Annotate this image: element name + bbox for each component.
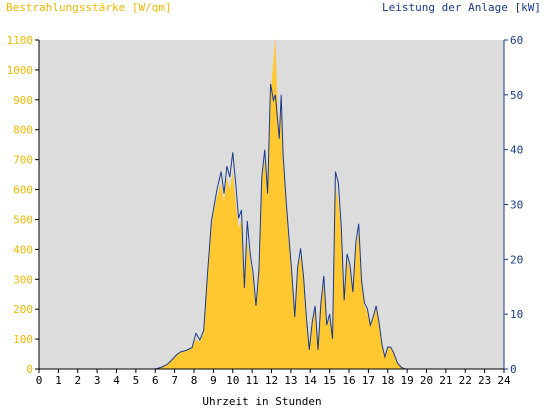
axis-layer: 0100200300400500600700800900100011000102… bbox=[7, 34, 524, 387]
left-tick-label: 100 bbox=[13, 333, 33, 346]
x-tick-label: 14 bbox=[304, 374, 318, 387]
left-tick-label: 800 bbox=[13, 124, 33, 137]
right-tick-label: 50 bbox=[510, 89, 523, 102]
x-tick-label: 11 bbox=[246, 374, 259, 387]
left-tick-label: 500 bbox=[13, 213, 33, 226]
power-line bbox=[39, 83, 504, 370]
x-tick-label: 19 bbox=[401, 374, 414, 387]
x-tick-label: 6 bbox=[152, 374, 159, 387]
left-tick-label: 600 bbox=[13, 184, 33, 197]
right-tick-label: 20 bbox=[510, 253, 523, 266]
left-tick-label: 200 bbox=[13, 303, 33, 316]
irradiance-area bbox=[39, 37, 504, 369]
x-tick-label: 20 bbox=[420, 374, 433, 387]
series-layer bbox=[39, 37, 504, 370]
x-tick-label: 15 bbox=[323, 374, 336, 387]
right-axis-title: Leistung der Anlage [kW] bbox=[382, 1, 541, 14]
x-tick-label: 13 bbox=[284, 374, 297, 387]
x-tick-label: 24 bbox=[497, 374, 511, 387]
x-tick-label: 12 bbox=[265, 374, 278, 387]
x-tick-label: 2 bbox=[74, 374, 81, 387]
x-tick-label: 7 bbox=[171, 374, 178, 387]
x-tick-label: 17 bbox=[362, 374, 375, 387]
x-axis-title: Uhrzeit in Stunden bbox=[202, 395, 321, 408]
left-axis-title: Bestrahlungsstärke [W/qm] bbox=[6, 1, 172, 14]
right-tick-label: 0 bbox=[510, 363, 517, 376]
left-tick-label: 400 bbox=[13, 243, 33, 256]
x-tick-label: 23 bbox=[478, 374, 491, 387]
x-tick-label: 8 bbox=[191, 374, 198, 387]
x-tick-label: 5 bbox=[133, 374, 140, 387]
right-tick-label: 40 bbox=[510, 144, 523, 157]
right-tick-label: 60 bbox=[510, 34, 523, 47]
right-tick-label: 10 bbox=[510, 308, 523, 321]
left-tick-label: 900 bbox=[13, 94, 33, 107]
x-tick-label: 16 bbox=[342, 374, 355, 387]
x-tick-label: 10 bbox=[226, 374, 239, 387]
left-tick-label: 700 bbox=[13, 154, 33, 167]
x-tick-label: 22 bbox=[459, 374, 472, 387]
left-tick-label: 0 bbox=[26, 363, 33, 376]
left-tick-label: 1100 bbox=[7, 34, 34, 47]
x-tick-label: 0 bbox=[36, 374, 43, 387]
x-tick-label: 3 bbox=[94, 374, 101, 387]
left-tick-label: 300 bbox=[13, 273, 33, 286]
x-tick-label: 18 bbox=[381, 374, 394, 387]
x-tick-label: 9 bbox=[210, 374, 217, 387]
x-tick-label: 1 bbox=[55, 374, 62, 387]
x-tick-label: 4 bbox=[113, 374, 120, 387]
x-tick-label: 21 bbox=[439, 374, 452, 387]
left-tick-label: 1000 bbox=[7, 64, 34, 77]
right-tick-label: 30 bbox=[510, 199, 523, 212]
